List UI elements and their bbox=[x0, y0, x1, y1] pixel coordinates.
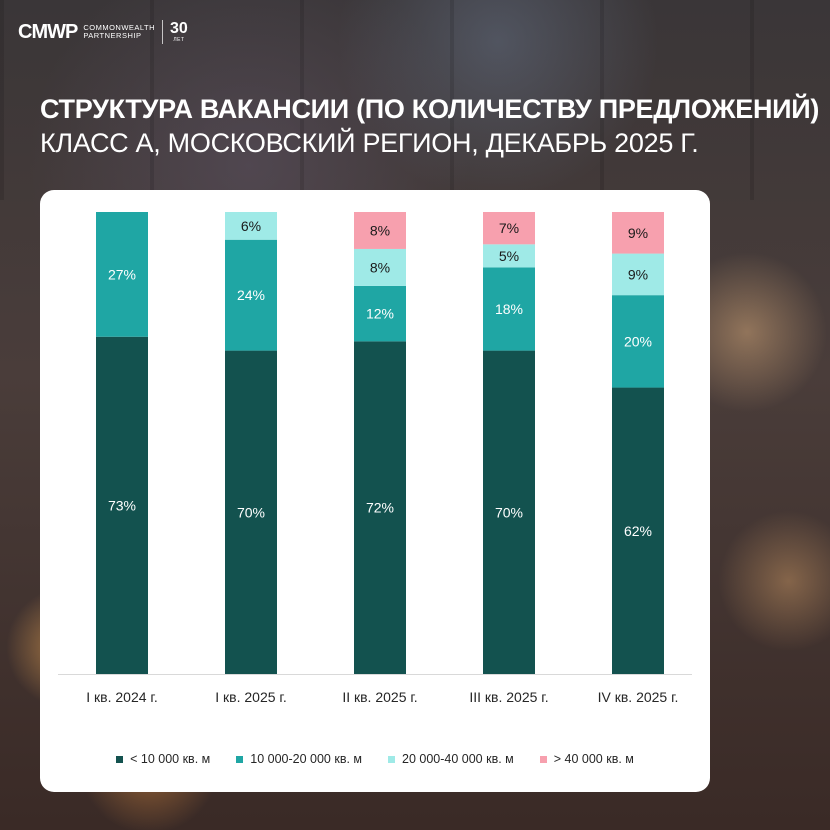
legend-label: < 10 000 кв. м bbox=[130, 752, 211, 766]
bar-segment bbox=[225, 239, 277, 351]
legend-swatch bbox=[388, 755, 395, 763]
bar-segment bbox=[483, 350, 535, 674]
bar-segment bbox=[354, 248, 406, 286]
anniversary-number: 30 bbox=[170, 20, 188, 37]
x-tick-label: IV кв. 2025 г. bbox=[598, 689, 679, 705]
brand-mark: CMWP bbox=[18, 20, 78, 43]
x-tick-label: I кв. 2025 г. bbox=[215, 689, 286, 705]
brand-name: COMMONWEALTH PARTNERSHIP bbox=[83, 24, 155, 40]
bar-segment bbox=[612, 387, 664, 674]
bar-segment bbox=[483, 212, 535, 245]
chart-legend: < 10 000 кв. м 10 000-20 000 кв. м 20 000-… bbox=[40, 750, 710, 768]
brand-divider bbox=[162, 20, 164, 44]
page-title: СТРУКТУРА ВАКАНСИИ (ПО КОЛИЧЕСТВУ ПРЕДЛО… bbox=[40, 94, 820, 124]
chart-card: 73% 27% I кв. 2024 г. 70% 24% 6% I кв. 2025 г.… bbox=[40, 190, 710, 792]
bar-segment bbox=[96, 336, 148, 674]
data-label: 62% bbox=[624, 523, 652, 539]
data-label: 5% bbox=[499, 248, 519, 264]
x-tick-label: II кв. 2025 г. bbox=[342, 689, 417, 705]
legend-swatch bbox=[236, 755, 244, 763]
legend-swatch bbox=[539, 755, 547, 763]
legend-item: 20 000-40 000 кв. м bbox=[388, 752, 514, 766]
data-label: 8% bbox=[370, 222, 390, 238]
bar-segment bbox=[483, 244, 535, 268]
anniversary-suffix: ЛЕТ bbox=[173, 37, 185, 43]
data-label: 18% bbox=[495, 301, 523, 317]
bar-segment bbox=[612, 253, 664, 296]
bar-segment bbox=[225, 350, 277, 674]
data-label: 9% bbox=[628, 225, 648, 241]
anniversary-badge: 30 ЛЕТ bbox=[170, 20, 188, 44]
bar-segment bbox=[96, 212, 148, 337]
legend-swatch bbox=[116, 755, 124, 763]
data-label: 70% bbox=[495, 504, 523, 520]
data-label: 8% bbox=[370, 259, 390, 275]
brand-logo: CMWP COMMONWEALTH PARTNERSHIP 30 ЛЕТ bbox=[18, 20, 188, 44]
brand-name-line2: PARTNERSHIP bbox=[83, 31, 142, 40]
data-label: 20% bbox=[624, 333, 652, 349]
legend-label: > 40 000 кв. м bbox=[553, 752, 634, 766]
legend-label: 20 000-40 000 кв. м bbox=[402, 752, 514, 766]
data-label: 12% bbox=[366, 306, 394, 322]
bar-segment bbox=[354, 212, 406, 249]
x-tick-label: I кв. 2024 г. bbox=[86, 689, 157, 705]
bar-segment bbox=[612, 212, 664, 254]
bar-segment bbox=[225, 212, 277, 240]
data-label: 9% bbox=[628, 266, 648, 282]
data-label: 72% bbox=[366, 500, 394, 516]
data-label: 6% bbox=[241, 218, 261, 234]
bar-segment bbox=[483, 267, 535, 351]
stacked-bar-chart: 73% 27% I кв. 2024 г. 70% 24% 6% I кв. 2025 г.… bbox=[58, 212, 692, 705]
legend-item: > 40 000 кв. м bbox=[539, 752, 634, 766]
data-label: 70% bbox=[237, 504, 265, 520]
bar-segment bbox=[612, 295, 664, 388]
page-heading: СТРУКТУРА ВАКАНСИИ (ПО КОЛИЧЕСТВУ ПРЕДЛО… bbox=[40, 92, 820, 160]
legend-item: 10 000-20 000 кв. м bbox=[236, 752, 362, 766]
page-subtitle: КЛАСС А, МОСКОВСКИЙ РЕГИОН, ДЕКАБРЬ 2025… bbox=[40, 128, 699, 158]
data-label: 7% bbox=[499, 220, 519, 236]
bar-segment bbox=[354, 341, 406, 674]
brand-name-line1: COMMONWEALTH bbox=[83, 23, 156, 32]
bar-segment bbox=[354, 285, 406, 342]
legend-item: < 10 000 кв. м bbox=[116, 752, 210, 766]
background-window-frames bbox=[0, 0, 830, 200]
x-tick-label: III кв. 2025 г. bbox=[469, 689, 548, 705]
data-label: 27% bbox=[108, 266, 136, 282]
legend-label: 10 000-20 000 кв. м bbox=[250, 752, 362, 766]
data-label: 24% bbox=[237, 287, 265, 303]
data-label: 73% bbox=[108, 497, 136, 513]
